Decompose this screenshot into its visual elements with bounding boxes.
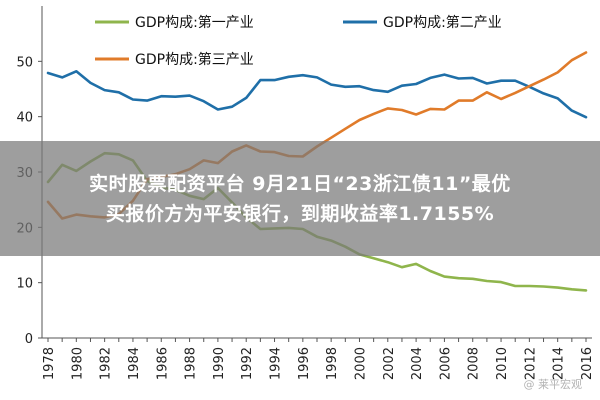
x-tick-label: 1994 [269,347,284,380]
y-tick-label: 40 [16,111,33,126]
headline-line-1: 实时股票配资平台 9月21日“23浙江债11”最优 [89,172,511,195]
x-tick-label: 2014 [552,347,567,380]
headline-banner[interactable]: 实时股票配资平台 9月21日“23浙江债11”最优 买报价方为平安银行，到期收益… [0,141,600,256]
x-tick-label: 2008 [467,347,482,380]
x-tick-label: 1984 [127,347,142,380]
x-tick-label: 2000 [353,347,368,380]
x-tick-label: 2004 [410,347,425,380]
x-tick-label: 1992 [240,347,255,380]
y-tick-label: 0 [25,332,33,347]
x-tick-label: 1988 [184,347,199,380]
x-tick-label: 2016 [580,347,595,380]
legend-label-1: GDP构成:第一产业 [135,14,254,31]
x-tick-label: 1990 [212,347,227,380]
y-tick-label: 50 [16,55,33,70]
x-tick-label: 1986 [155,347,170,380]
x-tick-label: 2002 [382,347,397,380]
x-tick-label: 1982 [99,347,114,380]
x-tick-label: 1980 [70,347,85,380]
x-tick-label: 2012 [523,347,538,380]
x-tick-label: 2006 [438,347,453,380]
x-tick-label: 1978 [42,347,57,380]
x-tick-label: 1996 [297,347,312,380]
legend-label-2: GDP构成:第二产业 [383,14,502,31]
legend-label-3: GDP构成:第三产业 [135,51,254,68]
headline-line-2: 买报价方为平安银行，到期收益率1.7155% [105,202,495,225]
x-tick-label: 2010 [495,347,510,380]
series-line-2 [46,70,588,119]
watermark: @ 莱平宏观 [523,378,583,391]
y-tick-label: 10 [16,277,33,292]
x-tick-label: 1998 [325,347,340,380]
